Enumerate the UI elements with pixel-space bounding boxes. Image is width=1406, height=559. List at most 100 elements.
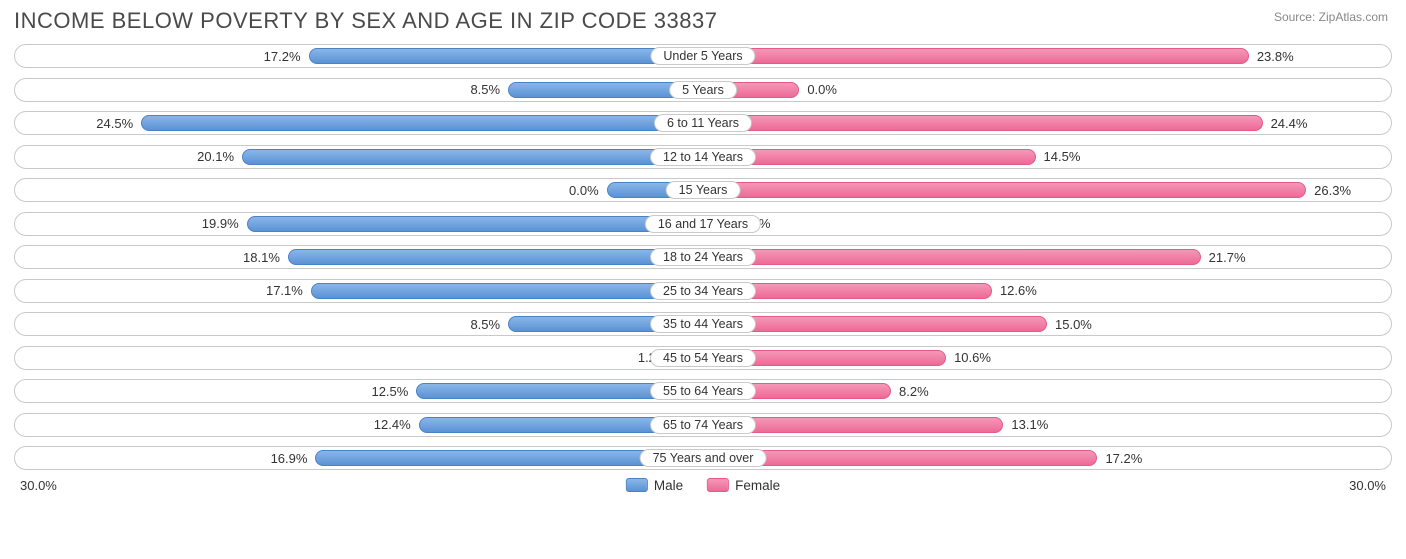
female-bar: [703, 115, 1263, 131]
table-row: 17.1% 12.6% 25 to 34 Years: [14, 279, 1392, 303]
age-label: 25 to 34 Years: [650, 282, 756, 300]
male-half: 12.5%: [15, 380, 703, 402]
female-value-label: 17.2%: [1105, 447, 1142, 469]
table-row: 12.4% 13.1% 65 to 74 Years: [14, 413, 1392, 437]
male-value-label: 20.1%: [197, 146, 234, 168]
female-value-label: 8.2%: [899, 380, 929, 402]
male-half: 19.9%: [15, 213, 703, 235]
male-value-label: 19.9%: [202, 213, 239, 235]
female-bar: [703, 249, 1201, 265]
male-half: 24.5%: [15, 112, 703, 134]
table-row: 0.0% 26.3% 15 Years: [14, 178, 1392, 202]
male-value-label: 16.9%: [271, 447, 308, 469]
chart-area: 17.2% 23.8% Under 5 Years 8.5% 0.0% 5 Years 24…: [14, 44, 1392, 470]
age-label: 65 to 74 Years: [650, 416, 756, 434]
female-swatch-icon: [707, 478, 729, 492]
age-label: 5 Years: [669, 81, 737, 99]
age-label: 12 to 14 Years: [650, 148, 756, 166]
male-value-label: 12.5%: [371, 380, 408, 402]
age-label: 15 Years: [666, 181, 741, 199]
female-value-label: 24.4%: [1271, 112, 1308, 134]
male-swatch-icon: [626, 478, 648, 492]
table-row: 8.5% 15.0% 35 to 44 Years: [14, 312, 1392, 336]
table-row: 20.1% 14.5% 12 to 14 Years: [14, 145, 1392, 169]
male-half: 17.1%: [15, 280, 703, 302]
male-value-label: 17.1%: [266, 280, 303, 302]
legend-male: Male: [626, 478, 683, 493]
female-bar: [703, 182, 1306, 198]
female-value-label: 10.6%: [954, 347, 991, 369]
male-value-label: 17.2%: [264, 45, 301, 67]
table-row: 8.5% 0.0% 5 Years: [14, 78, 1392, 102]
axis-right-label: 30.0%: [1349, 478, 1386, 493]
table-row: 24.5% 24.4% 6 to 11 Years: [14, 111, 1392, 135]
male-value-label: 0.0%: [569, 179, 599, 201]
female-value-label: 21.7%: [1209, 246, 1246, 268]
table-row: 1.2% 10.6% 45 to 54 Years: [14, 346, 1392, 370]
male-half: 12.4%: [15, 414, 703, 436]
legend-male-label: Male: [654, 478, 683, 493]
male-bar: [141, 115, 703, 131]
age-label: 35 to 44 Years: [650, 315, 756, 333]
female-value-label: 23.8%: [1257, 45, 1294, 67]
male-bar: [242, 149, 703, 165]
female-half: 0.0%: [703, 79, 1391, 101]
male-bar: [311, 283, 703, 299]
female-half: 21.7%: [703, 246, 1391, 268]
female-value-label: 13.1%: [1011, 414, 1048, 436]
female-value-label: 14.5%: [1044, 146, 1081, 168]
male-half: 8.5%: [15, 79, 703, 101]
age-label: 55 to 64 Years: [650, 382, 756, 400]
male-half: 1.2%: [15, 347, 703, 369]
male-half: 0.0%: [15, 179, 703, 201]
source-attribution: Source: ZipAtlas.com: [1274, 10, 1388, 24]
female-half: 26.3%: [703, 179, 1391, 201]
male-value-label: 24.5%: [96, 112, 133, 134]
female-value-label: 15.0%: [1055, 313, 1092, 335]
axis-row: 30.0% Male Female 30.0%: [14, 478, 1392, 500]
female-half: 10.6%: [703, 347, 1391, 369]
female-value-label: 0.0%: [807, 79, 837, 101]
female-value-label: 12.6%: [1000, 280, 1037, 302]
male-bar: [247, 216, 703, 232]
female-half: 12.6%: [703, 280, 1391, 302]
age-label: Under 5 Years: [650, 47, 755, 65]
table-row: 17.2% 23.8% Under 5 Years: [14, 44, 1392, 68]
male-half: 16.9%: [15, 447, 703, 469]
table-row: 18.1% 21.7% 18 to 24 Years: [14, 245, 1392, 269]
male-bar: [309, 48, 703, 64]
age-label: 6 to 11 Years: [654, 114, 752, 132]
male-value-label: 18.1%: [243, 246, 280, 268]
female-half: 14.5%: [703, 146, 1391, 168]
female-half: 8.2%: [703, 380, 1391, 402]
male-value-label: 8.5%: [470, 79, 500, 101]
legend-female-label: Female: [735, 478, 780, 493]
male-half: 17.2%: [15, 45, 703, 67]
age-label: 75 Years and over: [640, 449, 767, 467]
female-value-label: 26.3%: [1314, 179, 1351, 201]
chart-container: INCOME BELOW POVERTY BY SEX AND AGE IN Z…: [0, 0, 1406, 559]
female-half: 15.0%: [703, 313, 1391, 335]
male-half: 18.1%: [15, 246, 703, 268]
female-half: 23.8%: [703, 45, 1391, 67]
male-value-label: 12.4%: [374, 414, 411, 436]
table-row: 16.9% 17.2% 75 Years and over: [14, 446, 1392, 470]
male-value-label: 8.5%: [470, 313, 500, 335]
age-label: 18 to 24 Years: [650, 248, 756, 266]
axis-left-label: 30.0%: [20, 478, 57, 493]
table-row: 19.9% 1.3%16 and 17 Years: [14, 212, 1392, 236]
age-label: 16 and 17 Years: [645, 215, 761, 233]
male-half: 20.1%: [15, 146, 703, 168]
female-half: 17.2%: [703, 447, 1391, 469]
age-label: 45 to 54 Years: [650, 349, 756, 367]
female-half: 24.4%: [703, 112, 1391, 134]
chart-title: INCOME BELOW POVERTY BY SEX AND AGE IN Z…: [14, 8, 1392, 34]
legend: Male Female: [626, 478, 780, 493]
table-row: 12.5% 8.2% 55 to 64 Years: [14, 379, 1392, 403]
male-bar: [288, 249, 703, 265]
legend-female: Female: [707, 478, 780, 493]
female-half: 1.3%: [703, 213, 1391, 235]
male-half: 8.5%: [15, 313, 703, 335]
female-half: 13.1%: [703, 414, 1391, 436]
female-bar: [703, 48, 1249, 64]
